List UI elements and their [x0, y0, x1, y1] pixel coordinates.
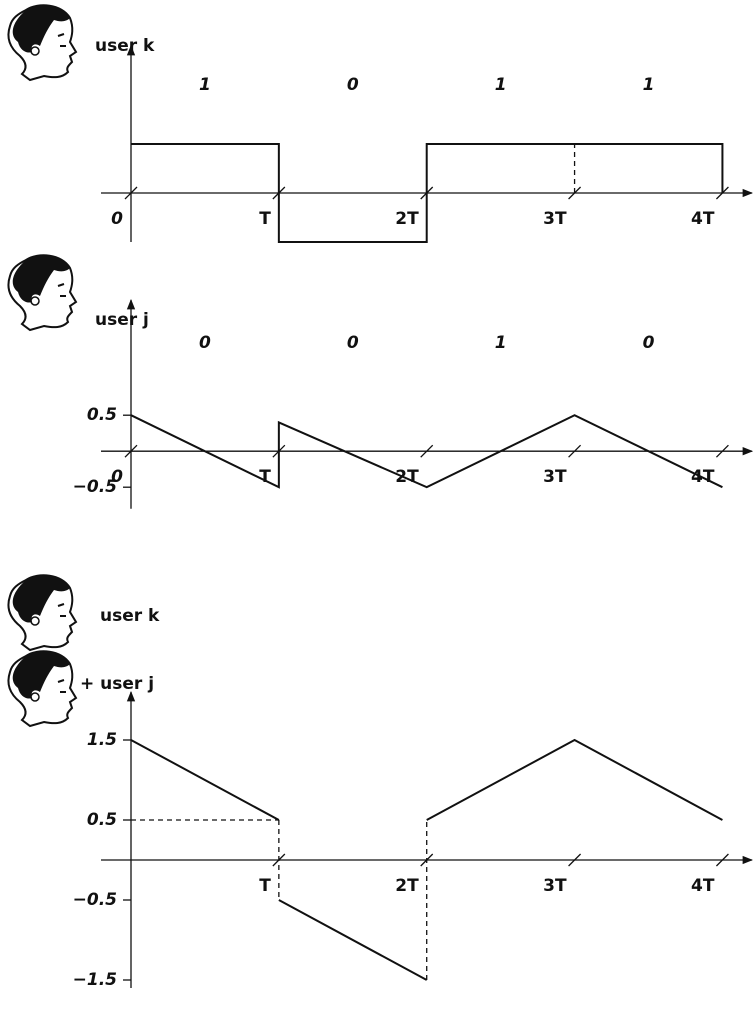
y-tick-label: −0.5 — [73, 477, 117, 497]
y-tick-label: 1.5 — [87, 730, 117, 750]
y-tick-label: −1.5 — [73, 970, 117, 990]
x-tick-label: 2T — [395, 209, 419, 229]
x-tick-label: 3T — [543, 209, 567, 229]
x-tick-label: T — [259, 876, 271, 896]
y-tick-label: 0.5 — [87, 405, 117, 425]
bit-label: 1 — [495, 75, 507, 95]
panel-title: user j — [95, 310, 149, 330]
bit-label: 1 — [643, 75, 655, 95]
panel-title: user k — [100, 606, 160, 626]
x-tick-label: T — [259, 209, 271, 229]
x-tick-label: 3T — [543, 876, 567, 896]
face-icon — [7, 4, 77, 81]
face-icon — [7, 650, 77, 727]
x-tick-label: 0 — [111, 467, 123, 487]
x-tick-label: T — [259, 467, 271, 487]
bit-label: 0 — [199, 333, 211, 353]
x-tick-label: 3T — [543, 467, 567, 487]
panel-title: user k — [95, 36, 155, 56]
x-tick-label: 4T — [691, 876, 715, 896]
x-tick — [420, 444, 434, 458]
y-tick-label: −0.5 — [73, 890, 117, 910]
bit-label: 1 — [199, 75, 211, 95]
x-tick — [124, 186, 138, 200]
face-icon — [7, 254, 77, 331]
x-tick-label: 2T — [395, 467, 419, 487]
x-tick — [715, 853, 729, 867]
bit-label: 0 — [643, 333, 655, 353]
x-tick-label: 4T — [691, 209, 715, 229]
waveform — [131, 143, 724, 243]
panel-title: + user j — [80, 674, 154, 694]
face-icon — [7, 574, 77, 651]
x-tick-label: 2T — [395, 876, 419, 896]
waveform — [130, 738, 723, 981]
x-tick — [124, 444, 138, 458]
x-tick — [568, 853, 582, 867]
bit-label: 0 — [347, 75, 359, 95]
bit-label: 1 — [495, 333, 507, 353]
x-tick-label: 0 — [111, 209, 123, 229]
y-tick-label: 0.5 — [87, 810, 117, 830]
bit-label: 0 — [347, 333, 359, 353]
waveform — [130, 414, 723, 489]
x-tick — [568, 444, 582, 458]
x-tick — [715, 444, 729, 458]
